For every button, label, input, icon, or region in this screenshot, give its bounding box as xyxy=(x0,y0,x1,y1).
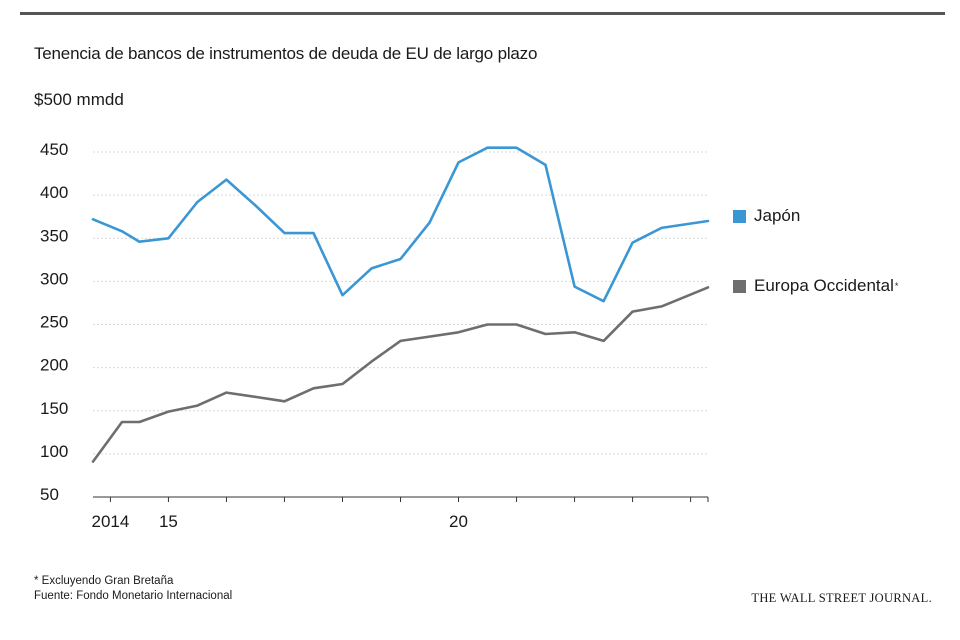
series-line-europa-occidental xyxy=(91,286,710,463)
legend-swatch-japon xyxy=(733,209,746,223)
x-axis: 2014 15 20 xyxy=(91,496,709,531)
chart-title: Tenencia de bancos de instrumentos de de… xyxy=(34,44,538,63)
footnote-note: * Excluyendo Gran Bretaña xyxy=(34,575,174,587)
y-tick-label-350: 350 xyxy=(40,226,68,245)
y-tick-label-50: 50 xyxy=(40,485,59,504)
legend-item-japon: Japón xyxy=(733,206,800,226)
legend-marker-europa: * xyxy=(894,281,899,291)
x-tick-label-20: 20 xyxy=(449,512,468,531)
footnote-source: Fuente: Fondo Monetario Internacional xyxy=(34,590,233,602)
top-rule xyxy=(20,12,945,15)
y-tick-label-200: 200 xyxy=(40,356,68,375)
series-line-japon xyxy=(91,146,710,303)
unit-label: $500 mmdd xyxy=(34,90,124,109)
y-tick-label-150: 150 xyxy=(40,399,68,418)
legend-label-japon: Japón xyxy=(754,206,801,225)
y-tick-label-250: 250 xyxy=(40,313,68,332)
y-tick-label-300: 300 xyxy=(40,269,68,288)
x-tick-label-15: 15 xyxy=(159,512,178,531)
legend-item-europa: Europa Occidental * xyxy=(733,276,898,296)
publisher-logo: THE WALL STREET JOURNAL. xyxy=(751,591,932,605)
gridlines xyxy=(93,151,708,455)
y-axis-ticks: 450 400 350 300 250 200 150 100 50 xyxy=(40,140,68,504)
legend-label-europa: Europa Occidental xyxy=(754,276,894,295)
series-lines xyxy=(91,146,710,463)
y-tick-label-400: 400 xyxy=(40,183,68,202)
footnote: * Excluyendo Gran Bretaña Fuente: Fondo … xyxy=(34,574,232,604)
y-tick-label-450: 450 xyxy=(40,140,68,159)
y-tick-label-100: 100 xyxy=(40,442,68,461)
legend-swatch-europa xyxy=(733,279,746,293)
x-tick-label-2014: 2014 xyxy=(91,512,129,531)
